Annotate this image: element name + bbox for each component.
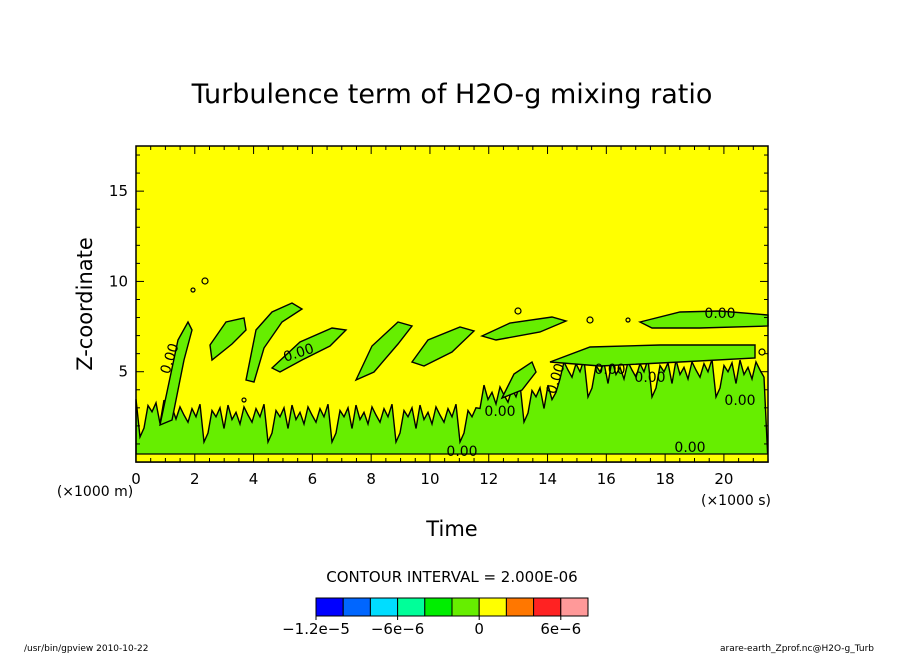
contour-label: 0.00 xyxy=(446,444,477,460)
footer-right: arare-earth_Zprof.nc@H2O-g_Turb xyxy=(720,644,874,654)
y-tick-label: 5 xyxy=(118,363,128,381)
x-tick-label: 20 xyxy=(714,470,733,488)
x-tick-label: 16 xyxy=(597,470,616,488)
contour-region-plume xyxy=(159,320,193,427)
contour-loop xyxy=(514,307,522,315)
contour-loop xyxy=(758,348,766,356)
contour-region-plume xyxy=(354,321,414,382)
colorbar-cell xyxy=(560,597,589,617)
contour-label: 0.00 xyxy=(594,362,625,378)
contour-region-plume xyxy=(209,317,247,362)
colorbar-cell xyxy=(451,597,480,617)
contour-loop xyxy=(625,317,631,323)
contour-label: 0.00 xyxy=(484,404,515,420)
x-axis-unit: (×1000 s) xyxy=(701,493,771,509)
colorbar-tick-label: 6e−6 xyxy=(540,620,581,638)
x-tick-label: 4 xyxy=(249,470,259,488)
x-tick-label: 0 xyxy=(131,470,141,488)
colorbar-cell xyxy=(315,597,344,617)
contour-label: 0.00 xyxy=(674,440,705,456)
contour-labels: 0.00 0.000.00 0.000.000.00 0.00 0.000.000.00 xyxy=(158,306,756,460)
colorbar-cell xyxy=(342,597,371,617)
contour-interval-text: CONTOUR INTERVAL = 2.000E-06 xyxy=(326,568,577,586)
x-tick-label: 14 xyxy=(538,470,557,488)
colorbar-tick-label: −1.2e−5 xyxy=(282,620,350,638)
y-tick-label: 15 xyxy=(109,182,128,200)
y-axis-unit: (×1000 m) xyxy=(57,484,133,500)
y-tick-label: 10 xyxy=(109,272,128,290)
contour-label: 0.00 xyxy=(724,393,755,409)
chart-title: Turbulence term of H2O-g mixing ratio xyxy=(191,79,713,110)
colorbar-cell xyxy=(369,597,399,617)
plot-frame xyxy=(135,145,769,463)
x-axis-label: Time xyxy=(425,517,477,541)
plot-area: 0.00 0.000.00 0.000.000.00 0.00 0.000.000.00… xyxy=(109,145,769,488)
contour-region-plume xyxy=(500,360,537,400)
y-axis-label: Z-coordinate xyxy=(73,237,97,371)
colorbar: −1.2e−5 −6e−6 0 6e−6 xyxy=(282,597,589,638)
contour-region-plume xyxy=(410,326,476,367)
footer-left: /usr/bin/gpview 2010-10-22 xyxy=(24,644,148,654)
x-tick-label: 6 xyxy=(308,470,318,488)
contour-loop xyxy=(586,316,594,324)
contour-loop xyxy=(190,287,196,293)
contour-region-surface xyxy=(136,454,768,462)
x-tick-label: 2 xyxy=(190,470,200,488)
contour-loop xyxy=(241,397,247,403)
colorbar-cell xyxy=(397,597,426,617)
x-tick-label: 10 xyxy=(420,470,439,488)
colorbar-cell xyxy=(533,597,562,617)
contour-fills xyxy=(135,277,769,463)
contour-label: 0.00 xyxy=(704,306,735,322)
contour-region-plume xyxy=(270,327,348,373)
x-axis-ticks: 0 2 4 6 8 10 12 14 16 18 20 xyxy=(131,146,754,488)
contour-region-plume xyxy=(245,302,304,383)
colorbar-tick-label: 0 xyxy=(474,620,484,638)
y-axis-ticks: 5 10 15 xyxy=(109,154,768,463)
contour-region-lower xyxy=(135,358,769,463)
colorbar-cell xyxy=(505,597,535,617)
contour-label: 0.00 xyxy=(634,370,665,386)
x-tick-label: 8 xyxy=(366,470,376,488)
contour-loop xyxy=(201,277,209,285)
colorbar-cell xyxy=(478,597,507,617)
x-tick-label: 18 xyxy=(656,470,675,488)
contour-region-plume xyxy=(549,344,756,367)
colorbar-tick-label: −6e−6 xyxy=(371,620,424,638)
x-tick-label: 12 xyxy=(479,470,498,488)
contour-region-plume xyxy=(480,316,569,341)
colorbar-cell xyxy=(424,597,453,617)
